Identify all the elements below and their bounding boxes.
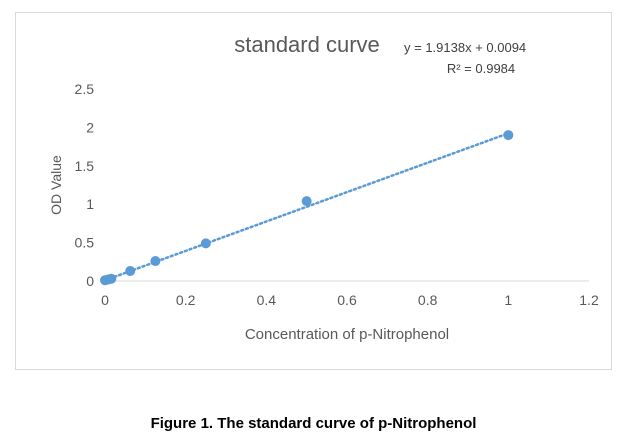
figure-caption: Figure 1. The standard curve of p-Nitrop…: [150, 415, 477, 432]
trendline-r-squared: R² = 0.9984: [447, 61, 515, 76]
data-point: [200, 238, 211, 249]
y-tick-label: 0.5: [75, 235, 95, 251]
x-tick-label: 0.2: [176, 292, 196, 308]
y-tick-label: 1: [86, 196, 94, 212]
x-tick-label: 1: [504, 292, 512, 308]
x-tick-label: 1.2: [579, 292, 599, 308]
data-point: [150, 256, 161, 267]
y-tick-labels: 0 0.5 1 1.5 2 2.5: [75, 81, 95, 289]
trendline-line: [103, 132, 510, 282]
x-tick-label: 0.6: [337, 292, 357, 308]
x-tick-label: 0.4: [257, 292, 277, 308]
chart-svg: standard curve y = 1.9138x + 0.0094 R² =…: [48, 32, 599, 343]
chart-frame: [15, 12, 612, 370]
trendline-equation: y = 1.9138x + 0.0094: [404, 40, 526, 55]
data-point: [106, 273, 117, 284]
y-tick-label: 2: [86, 119, 94, 135]
y-axis-label: OD Value: [48, 155, 64, 215]
chart-title: standard curve: [234, 32, 380, 57]
data-point: [301, 196, 312, 207]
data-point: [503, 130, 514, 141]
y-tick-label: 2.5: [75, 81, 95, 97]
x-tick-label: 0.8: [418, 292, 438, 308]
y-tick-label: 0: [86, 273, 94, 289]
x-tick-labels: 0 0.2 0.4 0.6 0.8 1 1.2: [101, 292, 599, 308]
data-points: [100, 130, 514, 286]
y-tick-label: 1.5: [75, 158, 95, 174]
x-axis-label: Concentration of p-Nitrophenol: [245, 326, 449, 343]
trendline: [103, 132, 510, 282]
data-point: [125, 266, 136, 277]
x-tick-label: 0: [101, 292, 109, 308]
